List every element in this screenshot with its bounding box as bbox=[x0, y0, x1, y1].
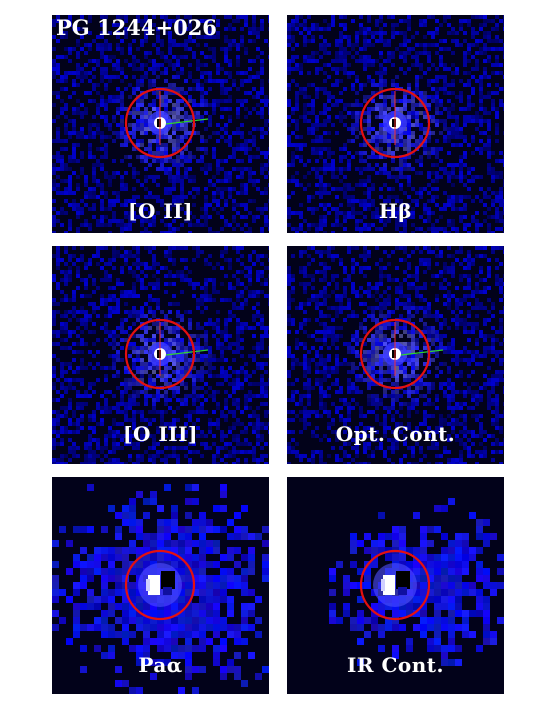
hbeta-image bbox=[287, 15, 504, 233]
panel-label-oii: [O II] bbox=[127, 199, 194, 223]
ir-cont-image bbox=[329, 498, 504, 666]
panel-label-ir-cont: IR Cont. bbox=[347, 653, 444, 677]
image-panel-paalpha: Paα bbox=[52, 477, 269, 694]
panel-label-hbeta: Hβ bbox=[378, 199, 413, 223]
panel-label-oiii: [O III] bbox=[123, 422, 198, 446]
image-panel-opt-cont: Opt. Cont. bbox=[287, 246, 504, 464]
image-panel-hbeta: Hβ bbox=[287, 15, 504, 233]
object-name: PG 1244+026 bbox=[56, 15, 217, 40]
image-panel-oii: PG 1244+026 [O II] bbox=[52, 15, 269, 233]
opt-cont-image bbox=[287, 246, 504, 464]
panel-label-opt-cont: Opt. Cont. bbox=[335, 422, 456, 446]
image-panel-ir-cont: IR Cont. bbox=[287, 477, 504, 694]
oii-image bbox=[52, 15, 269, 233]
oiii-image bbox=[52, 246, 269, 464]
paalpha-image bbox=[52, 484, 269, 694]
panel-label-paalpha: Paα bbox=[138, 653, 183, 677]
image-panel-oiii: [O III] bbox=[52, 246, 269, 464]
